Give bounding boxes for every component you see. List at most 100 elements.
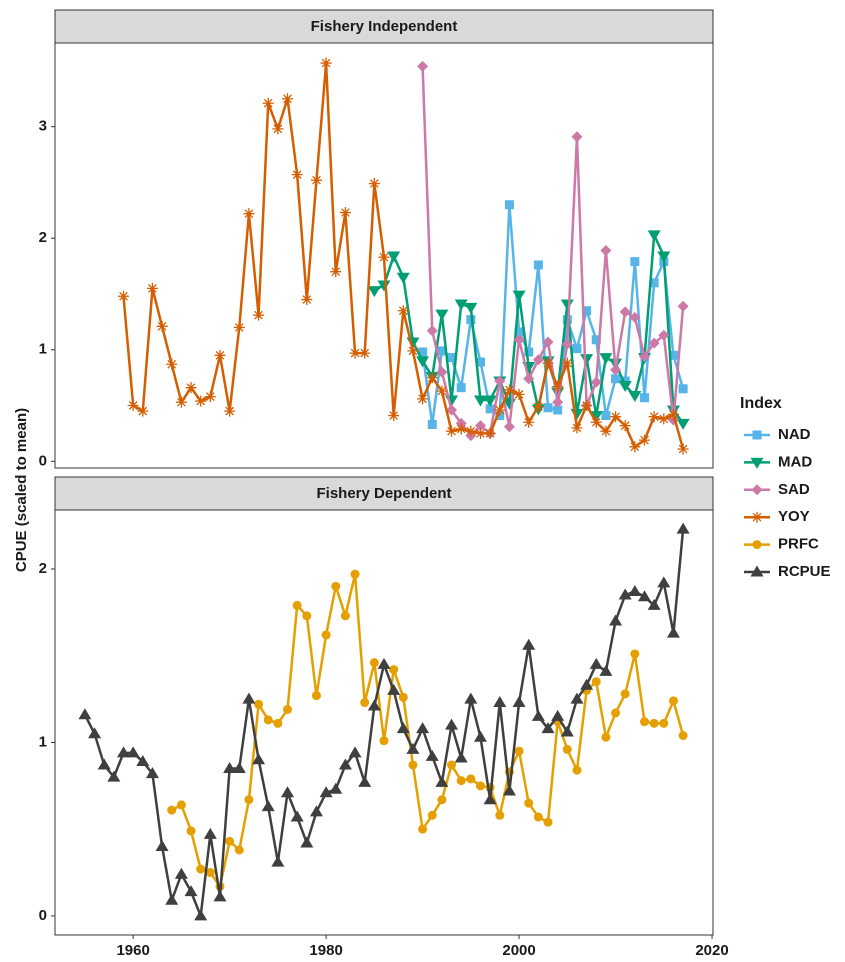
marker bbox=[465, 425, 477, 437]
marker bbox=[437, 795, 447, 805]
marker bbox=[368, 178, 380, 190]
marker bbox=[389, 665, 399, 675]
marker bbox=[427, 810, 437, 820]
marker bbox=[495, 810, 505, 820]
marker bbox=[543, 817, 553, 827]
marker bbox=[591, 677, 601, 687]
marker bbox=[639, 717, 649, 727]
marker bbox=[174, 867, 188, 879]
series bbox=[418, 200, 688, 429]
marker bbox=[648, 411, 660, 423]
marker bbox=[532, 354, 544, 366]
marker bbox=[243, 208, 255, 220]
marker bbox=[223, 761, 237, 773]
marker bbox=[512, 696, 526, 708]
marker bbox=[570, 692, 584, 704]
marker bbox=[195, 395, 207, 407]
marker bbox=[560, 725, 574, 737]
marker bbox=[513, 334, 525, 346]
marker bbox=[418, 347, 428, 357]
marker bbox=[309, 805, 323, 817]
marker bbox=[630, 257, 640, 267]
marker bbox=[667, 408, 679, 420]
marker bbox=[581, 400, 593, 412]
marker bbox=[751, 511, 763, 523]
marker bbox=[533, 260, 543, 270]
marker bbox=[232, 761, 246, 773]
marker bbox=[502, 784, 516, 796]
marker bbox=[601, 732, 611, 742]
marker bbox=[464, 692, 478, 704]
marker bbox=[263, 715, 273, 725]
marker bbox=[600, 244, 612, 256]
legend-title: Index bbox=[740, 395, 782, 412]
marker bbox=[600, 425, 612, 437]
marker bbox=[676, 522, 690, 534]
marker bbox=[387, 683, 401, 695]
marker bbox=[666, 626, 680, 638]
y-tick-label: 1 bbox=[39, 733, 47, 750]
marker bbox=[677, 443, 689, 455]
marker bbox=[331, 581, 341, 591]
marker bbox=[310, 174, 322, 186]
marker bbox=[311, 691, 321, 701]
marker bbox=[523, 416, 535, 428]
marker bbox=[396, 722, 410, 734]
marker bbox=[483, 793, 497, 805]
marker bbox=[406, 742, 420, 754]
series bbox=[167, 569, 688, 891]
marker bbox=[205, 868, 215, 878]
y-tick-label: 0 bbox=[39, 452, 47, 469]
marker bbox=[186, 826, 196, 836]
marker bbox=[752, 430, 762, 440]
marker bbox=[234, 845, 244, 855]
marker bbox=[638, 350, 650, 362]
marker bbox=[282, 93, 294, 105]
marker bbox=[321, 630, 331, 640]
marker bbox=[377, 657, 391, 669]
marker bbox=[281, 786, 295, 798]
marker bbox=[126, 746, 140, 758]
marker bbox=[436, 385, 448, 397]
marker bbox=[483, 395, 497, 407]
marker bbox=[184, 885, 198, 897]
marker bbox=[464, 302, 478, 314]
marker bbox=[369, 658, 379, 668]
marker bbox=[426, 372, 438, 384]
marker bbox=[504, 200, 514, 210]
marker bbox=[618, 380, 632, 392]
marker bbox=[175, 396, 187, 408]
marker bbox=[254, 699, 264, 709]
marker bbox=[340, 611, 350, 621]
marker bbox=[495, 411, 505, 421]
marker bbox=[156, 320, 168, 332]
marker bbox=[551, 709, 565, 721]
marker bbox=[474, 420, 486, 432]
marker bbox=[571, 131, 583, 143]
panel bbox=[54, 509, 714, 936]
x-tick-label: 1960 bbox=[116, 942, 149, 959]
marker bbox=[456, 776, 466, 786]
marker bbox=[262, 97, 274, 109]
marker bbox=[425, 749, 439, 761]
x-tick-label: 1980 bbox=[309, 942, 342, 959]
marker bbox=[290, 810, 304, 822]
marker bbox=[261, 800, 275, 812]
marker bbox=[377, 280, 391, 292]
marker bbox=[416, 722, 430, 734]
marker bbox=[590, 376, 602, 388]
marker bbox=[300, 836, 314, 848]
marker bbox=[359, 347, 371, 359]
marker bbox=[271, 855, 285, 867]
marker bbox=[503, 421, 515, 433]
marker bbox=[88, 727, 102, 739]
marker bbox=[167, 805, 177, 815]
marker bbox=[396, 272, 410, 284]
marker bbox=[658, 329, 670, 341]
marker bbox=[329, 782, 343, 794]
marker bbox=[678, 384, 688, 394]
marker bbox=[367, 699, 381, 711]
marker bbox=[610, 411, 622, 423]
marker bbox=[473, 730, 487, 742]
marker bbox=[494, 404, 506, 416]
